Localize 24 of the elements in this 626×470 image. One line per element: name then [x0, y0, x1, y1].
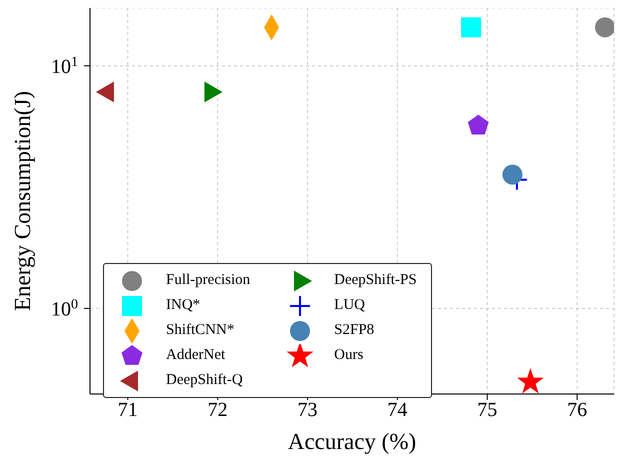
x-tick-label: 72 [208, 399, 228, 422]
legend-label: Full-precision [166, 272, 250, 289]
x-axis-title: Accuracy (%) [288, 429, 416, 454]
point [461, 17, 482, 38]
x-tick-label: 73 [298, 399, 318, 422]
legend-label: DeepShift-PS [334, 272, 417, 289]
point [502, 164, 522, 185]
point [595, 17, 614, 38]
legend-label: INQ* [166, 297, 200, 314]
x-tick-label: 76 [567, 399, 588, 422]
x-tick-label: 71 [118, 399, 138, 422]
y-axis-title: Energy Consumption(J) [10, 91, 36, 311]
legend-label: AdderNet [166, 347, 226, 364]
legend-label: LUQ [334, 297, 365, 314]
x-tick-label: 75 [477, 399, 498, 422]
legend-label: S2FP8 [334, 322, 374, 339]
legend-label: DeepShift-Q [166, 372, 243, 389]
y-tick-label: 10$^{0}$ [51, 296, 78, 320]
y-tick-label: 10$^{1}$ [51, 54, 78, 78]
point [517, 368, 544, 394]
legend-label: Ours [334, 347, 364, 364]
legend-label: ShiftCNN* [166, 322, 234, 339]
point [468, 114, 489, 134]
x-tick-label: 74 [387, 399, 408, 422]
